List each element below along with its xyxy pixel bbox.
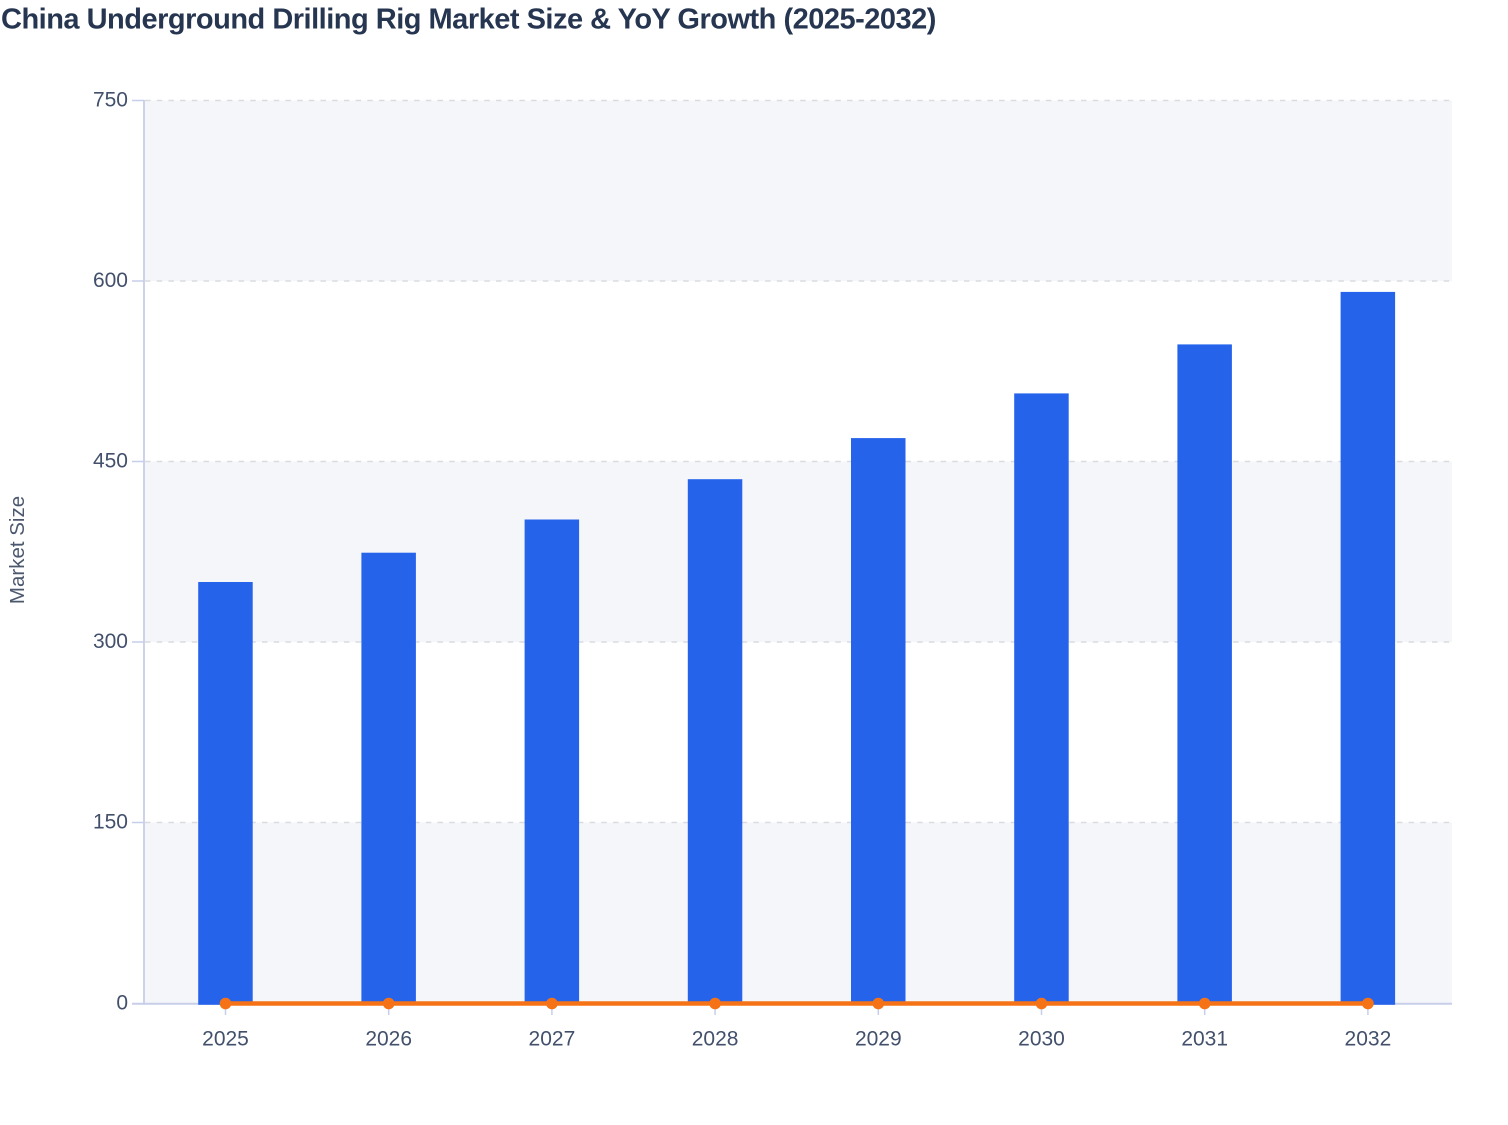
svg-text:Market Size: Market Size: [6, 496, 29, 604]
svg-text:2026: 2026: [365, 1028, 412, 1051]
svg-text:600: 600: [93, 269, 128, 292]
svg-text:150: 150: [93, 811, 128, 834]
svg-text:2027: 2027: [529, 1028, 576, 1051]
svg-text:China Underground Drilling Rig: China Underground Drilling Rig Market Si…: [1, 4, 936, 36]
svg-text:2029: 2029: [855, 1028, 902, 1051]
svg-text:750: 750: [93, 89, 128, 112]
svg-text:2031: 2031: [1181, 1028, 1228, 1051]
svg-text:2030: 2030: [1018, 1028, 1065, 1051]
svg-text:2028: 2028: [692, 1028, 739, 1051]
svg-text:2032: 2032: [1345, 1028, 1392, 1051]
svg-text:0: 0: [116, 992, 128, 1015]
svg-text:2025: 2025: [202, 1028, 249, 1051]
svg-text:450: 450: [93, 450, 128, 473]
svg-text:300: 300: [93, 630, 128, 653]
